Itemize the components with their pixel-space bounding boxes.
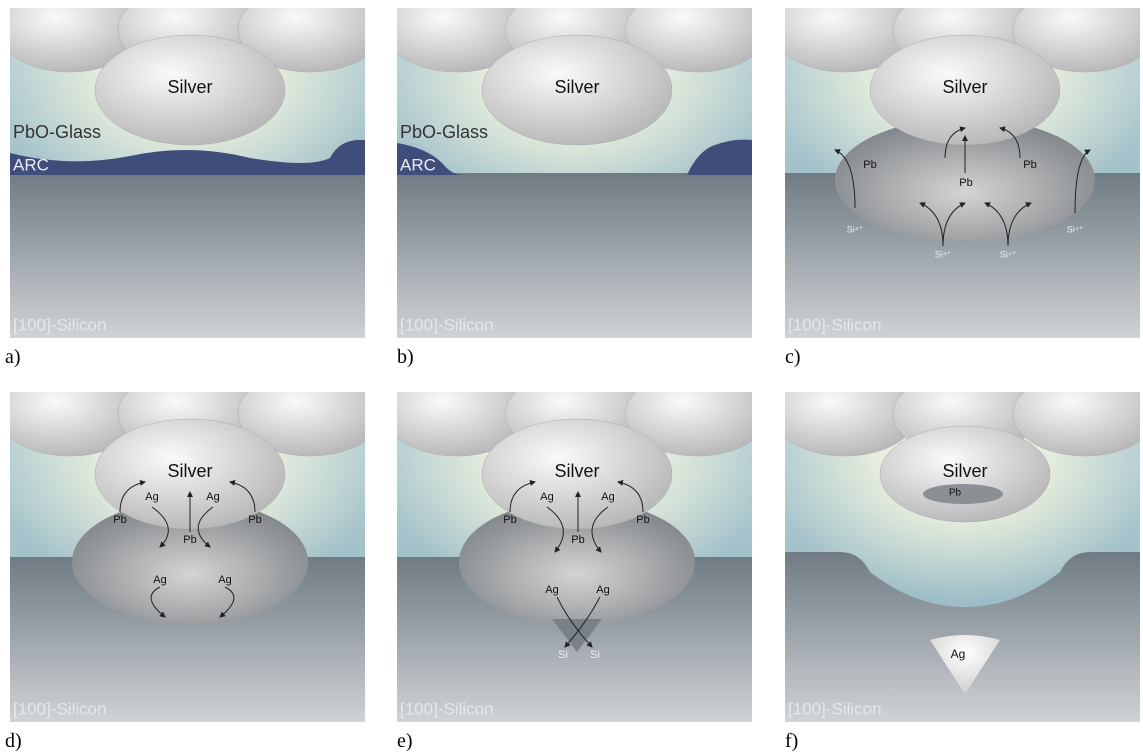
annotation: Ag xyxy=(153,574,166,586)
panel-illustration: Silver [100]-Silicon Pb Ag xyxy=(785,392,1140,722)
annotation: Ag xyxy=(545,584,558,596)
panel-label: c) xyxy=(785,346,801,369)
silver-label: Silver xyxy=(942,461,987,481)
substrate-label: [100]-Silicon xyxy=(400,315,494,334)
annotation: ARC xyxy=(400,155,436,174)
annotation: Pb xyxy=(183,534,196,546)
silicon xyxy=(10,173,365,338)
annotation: Si⁴⁺ xyxy=(847,224,864,234)
silver-label: Silver xyxy=(554,461,599,481)
substrate-label: [100]-Silicon xyxy=(13,315,107,334)
panel: Silver [100]-Silicon Pb Ag xyxy=(785,392,1140,722)
annotation: PbO-Glass xyxy=(13,122,101,142)
annotation: ARC xyxy=(13,155,49,174)
panel-illustration: Silver [100]-Silicon PbO-Glass ARC xyxy=(10,8,365,338)
annotation: Pb xyxy=(113,514,126,526)
silver-label: Silver xyxy=(554,77,599,97)
panel-label: a) xyxy=(5,346,21,369)
annotation: Ag xyxy=(540,491,553,503)
annotation: Ag xyxy=(951,647,966,661)
silver-label: Silver xyxy=(167,77,212,97)
annotation: Pb xyxy=(248,514,261,526)
annotation: Pb xyxy=(959,177,972,189)
annotation: PbO-Glass xyxy=(400,122,488,142)
annotation: Si⁴⁺ xyxy=(935,249,952,259)
annotation: Ag xyxy=(206,491,219,503)
annotation: Ag xyxy=(218,574,231,586)
silver-label: Silver xyxy=(942,77,987,97)
lead-inclusion xyxy=(923,484,1003,504)
annotation: Pb xyxy=(949,488,962,499)
panel-illustration: Silver [100]-Silicon Ag Ag Pb Pb Pb Ag Ag xyxy=(10,392,365,722)
substrate-label: [100]-Silicon xyxy=(400,699,494,718)
annotation: Ag xyxy=(596,584,609,596)
panel-illustration: Silver [100]-Silicon PbO-Glass ARC xyxy=(397,8,752,338)
panel-illustration: Silver [100]-Silicon Pb Pb Pb Si⁴⁺ Si⁴⁺ Si⁴⁺ Si⁴… xyxy=(785,8,1140,338)
annotation: Si xyxy=(590,649,600,661)
annotation: Si⁴⁺ xyxy=(1000,249,1017,259)
panel: Silver [100]-Silicon Ag Ag Pb Pb Pb Ag Ag Si Si xyxy=(397,392,752,722)
annotation: Pb xyxy=(636,514,649,526)
panel-label: f) xyxy=(785,730,798,753)
panel-illustration: Silver [100]-Silicon Ag Ag Pb Pb Pb Ag Ag Si Si xyxy=(397,392,752,722)
annotation: Pb xyxy=(503,514,516,526)
panel: Silver [100]-Silicon Pb Pb Pb Si⁴⁺ Si⁴⁺ Si⁴⁺ Si⁴… xyxy=(785,8,1140,338)
annotation: Si xyxy=(558,649,568,661)
silicon xyxy=(397,173,752,338)
silver-label: Silver xyxy=(167,461,212,481)
annotation: Ag xyxy=(601,491,614,503)
annotation: Pb xyxy=(571,534,584,546)
annotation: Pb xyxy=(863,159,876,171)
substrate-label: [100]-Silicon xyxy=(788,315,882,334)
panel: Silver [100]-Silicon Ag Ag Pb Pb Pb Ag Ag xyxy=(10,392,365,722)
panel-label: e) xyxy=(397,730,413,753)
substrate-label: [100]-Silicon xyxy=(13,699,107,718)
figure: Silver [100]-Silicon PbO-Glass ARC a) Silver… xyxy=(0,0,1143,756)
annotation: Ag xyxy=(145,491,158,503)
panel-label: b) xyxy=(397,346,414,369)
panel: Silver [100]-Silicon PbO-Glass ARC xyxy=(10,8,365,338)
annotation: Pb xyxy=(1023,159,1036,171)
panel: Silver [100]-Silicon PbO-Glass ARC xyxy=(397,8,752,338)
panel-label: d) xyxy=(5,730,22,753)
annotation: Si⁴⁺ xyxy=(1067,224,1084,234)
substrate-label: [100]-Silicon xyxy=(788,699,882,718)
